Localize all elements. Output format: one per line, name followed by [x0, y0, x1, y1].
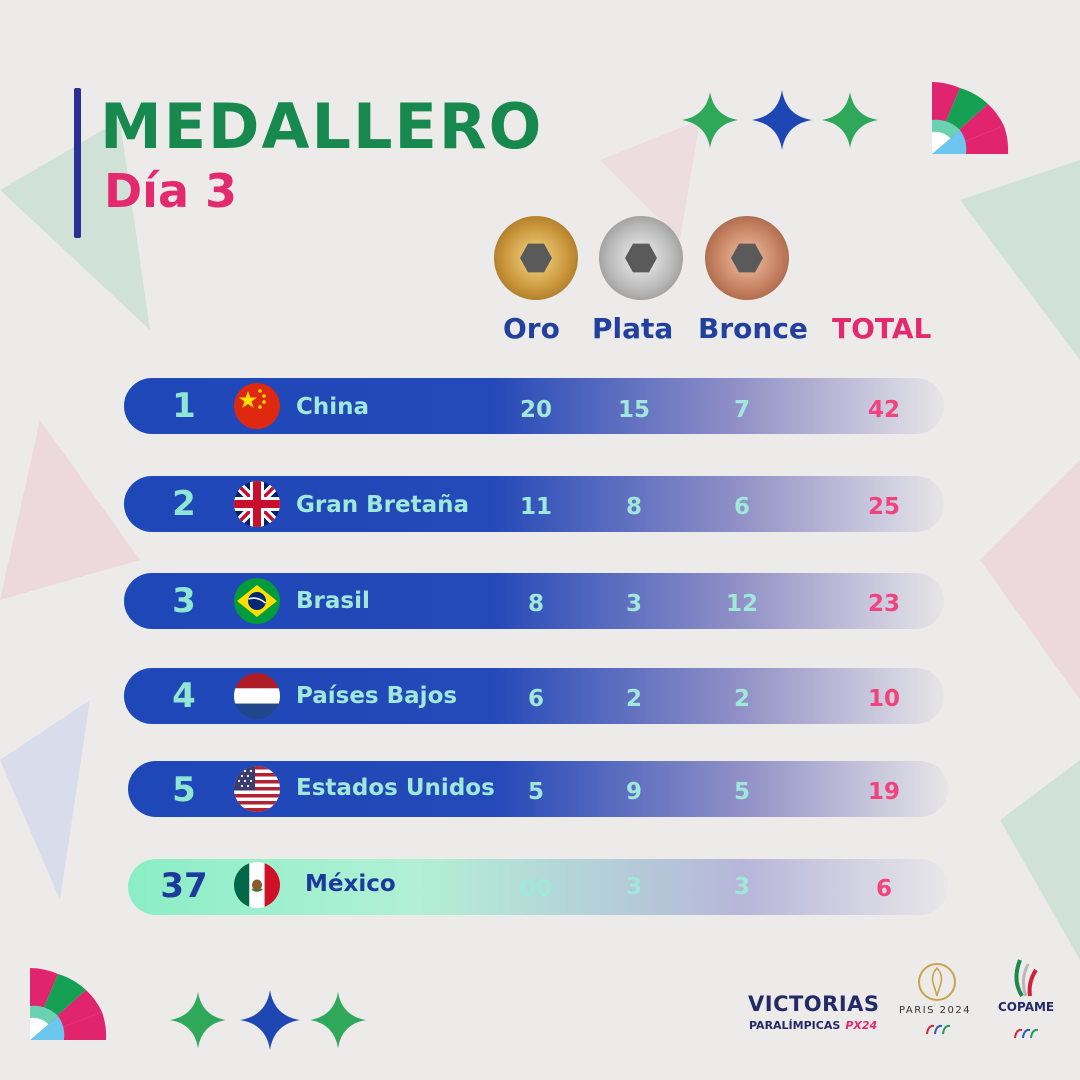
silver-count: 8: [625, 494, 642, 520]
gold-count: 20: [519, 397, 552, 423]
sparkle-green-icon: [682, 92, 738, 148]
bronze-count: 3: [733, 874, 750, 900]
total-count: 23: [867, 591, 900, 617]
country-name: México: [305, 871, 396, 897]
copame-logo-icon: [1014, 959, 1038, 998]
victorias-logo-line1: VICTORIAS: [748, 992, 880, 1016]
country-name: Brasil: [296, 588, 370, 614]
column-header-total: TOTAL: [832, 312, 932, 345]
total-count: 19: [867, 779, 900, 805]
gold-medal-icon: [494, 216, 578, 300]
total-count: 10: [867, 686, 900, 712]
brazil-flag-icon: [234, 578, 280, 624]
bronze-count: 5: [733, 779, 750, 805]
mexico-flag-icon: [234, 862, 280, 908]
silver-count: 3: [625, 591, 642, 617]
title-accent-bar: [74, 88, 81, 238]
page-subtitle: Día 3: [104, 164, 238, 218]
country-name: China: [296, 394, 370, 420]
sparkles-top: [682, 90, 878, 150]
silver-medal-icon: [599, 216, 683, 300]
gold-count: 8: [527, 591, 544, 617]
victorias-logo-line2: PARALÍMPICAS PX24: [749, 1014, 877, 1033]
sparkle-blue-icon: [240, 990, 300, 1050]
gold-count: 11: [519, 494, 552, 520]
gold-count: 00: [519, 876, 552, 902]
gold-count: 5: [527, 779, 544, 805]
paris-2024-flame-icon: [918, 963, 956, 1001]
total-count: 6: [875, 876, 892, 902]
silver-count: 15: [617, 397, 650, 423]
sparkle-green-icon: [170, 992, 226, 1048]
netherlands-flag-icon: [234, 673, 280, 719]
rank-number: 1: [172, 386, 196, 426]
rank-number: 3: [172, 581, 196, 621]
silver-count: 2: [625, 686, 642, 712]
bronze-count: 7: [733, 397, 750, 423]
copame-text: COPAME: [998, 1000, 1055, 1014]
page-title: MEDALLERO: [100, 90, 544, 163]
rank-number: 2: [172, 484, 196, 524]
uk-flag-icon: [234, 481, 280, 527]
country-name: Países Bajos: [296, 683, 458, 709]
paris-2024-text: PARIS 2024: [899, 1005, 972, 1016]
china-flag-icon: [234, 383, 280, 429]
sparkle-blue-icon: [752, 90, 812, 150]
country-name: Gran Bretaña: [296, 492, 470, 518]
fan-logo-icon: [932, 82, 1009, 154]
rank-number: 5: [172, 770, 196, 810]
bronze-count: 12: [725, 591, 758, 617]
bronze-count: 2: [733, 686, 750, 712]
agitos-icon: [926, 1024, 951, 1035]
column-header-bronze: Bronce: [698, 312, 808, 345]
sparkle-green-icon: [310, 992, 366, 1048]
silver-count: 3: [625, 874, 642, 900]
agitos-icon: [1014, 1028, 1039, 1039]
country-name: Estados Unidos: [296, 775, 495, 801]
rank-number: 37: [160, 866, 208, 906]
bronze-medal-icon: [705, 216, 789, 300]
usa-flag-icon: [234, 766, 280, 812]
paralimpicas-text: PARALÍMPICAS: [749, 1019, 841, 1032]
column-header-gold: Oro: [503, 312, 560, 345]
column-header-silver: Plata: [592, 312, 674, 345]
total-count: 25: [867, 494, 900, 520]
px24-tag: PX24: [845, 1019, 878, 1032]
sparkle-green-icon: [822, 92, 878, 148]
total-count: 42: [867, 397, 900, 423]
sparkles-bottom: [170, 990, 366, 1050]
gold-count: 6: [527, 686, 544, 712]
rank-number: 4: [172, 676, 196, 716]
bronze-count: 6: [733, 494, 750, 520]
silver-count: 9: [625, 779, 642, 805]
fan-logo-icon: [30, 968, 107, 1040]
